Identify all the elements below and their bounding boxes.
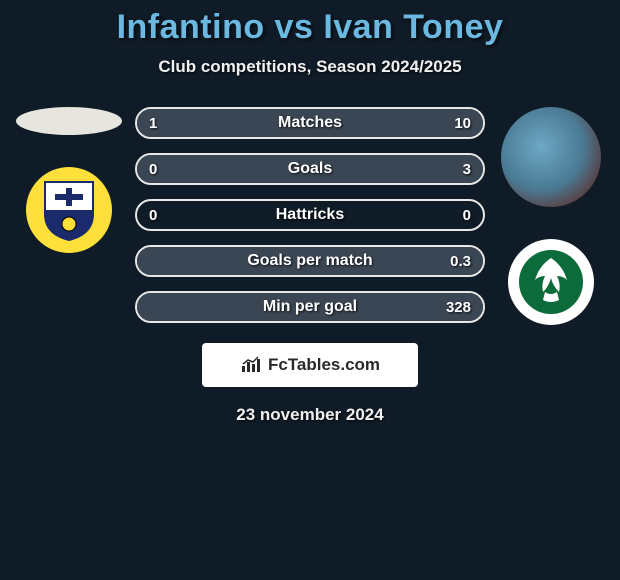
left-player-column [15, 107, 123, 253]
stat-bar: 0.3Goals per match [135, 245, 485, 277]
right-player-column [497, 107, 605, 325]
stat-label: Hattricks [137, 201, 483, 229]
brand-label: FcTables.com [268, 355, 380, 375]
chart-icon [240, 356, 262, 374]
stat-bar: 03Goals [135, 153, 485, 185]
root: Infantino vs Ivan Toney Club competition… [0, 0, 620, 425]
stat-bars: 110Matches03Goals00Hattricks0.3Goals per… [135, 107, 485, 323]
content-row: 110Matches03Goals00Hattricks0.3Goals per… [0, 107, 620, 325]
stat-value-right: 328 [446, 293, 471, 321]
stat-value-right: 0.3 [450, 247, 471, 275]
stat-bar: 0 0Hattricks [135, 199, 485, 231]
bar-fill-right [137, 155, 483, 183]
left-player-avatar [16, 107, 122, 135]
club-crest-icon [515, 246, 587, 318]
subtitle: Club competitions, Season 2024/2025 [0, 57, 620, 77]
bar-fill-right [168, 109, 483, 137]
stat-value-left: 0 [149, 201, 157, 229]
stat-value-left: 1 [149, 109, 157, 137]
stat-value-right: 10 [454, 109, 471, 137]
shield-icon [41, 178, 97, 242]
right-club-badge [508, 239, 594, 325]
stat-value-left: 0 [149, 155, 157, 183]
bar-fill-right [137, 247, 483, 275]
stat-bar: 328Min per goal [135, 291, 485, 323]
brand-box: FcTables.com [202, 343, 418, 387]
stat-bar: 110Matches [135, 107, 485, 139]
right-player-avatar [501, 107, 601, 207]
date-label: 23 november 2024 [0, 405, 620, 425]
left-club-badge [26, 167, 112, 253]
stat-value-right: 3 [463, 155, 471, 183]
bar-fill-right [137, 293, 483, 321]
page-title: Infantino vs Ivan Toney [0, 8, 620, 47]
stat-value-right: 0 [463, 201, 471, 229]
